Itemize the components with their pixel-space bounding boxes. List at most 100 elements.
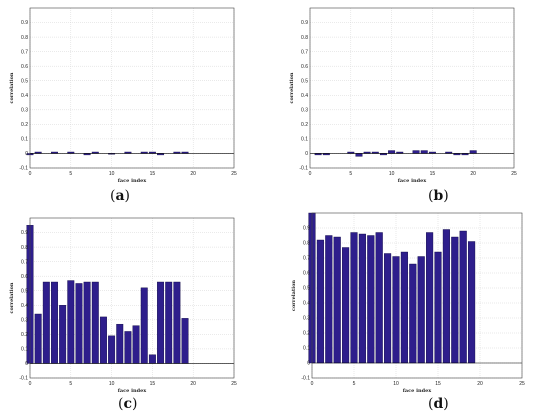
y-tick-label: 0.2 [21, 332, 28, 338]
bar [325, 235, 333, 364]
bar [434, 251, 442, 364]
x-tick-label: 25 [231, 171, 237, 177]
axes-frame [309, 7, 515, 169]
y-tick-label: -0.1 [301, 376, 310, 382]
y-tick-label: -0.1 [19, 376, 28, 382]
y-axis-label: correlation [289, 72, 295, 104]
y-tick-label: 0.6 [21, 64, 28, 70]
caption-d: (d) [428, 396, 449, 412]
bar [459, 230, 467, 364]
bar [83, 281, 91, 364]
y-tick-label: 0 [25, 361, 28, 367]
bar [392, 256, 400, 364]
bar [412, 150, 420, 154]
x-tick-label: 15 [150, 381, 156, 387]
y-tick-label: 0.8 [301, 35, 308, 41]
x-tick-label: 5 [353, 381, 356, 387]
x-tick-label: 20 [190, 171, 196, 177]
y-tick-label: -0.1 [19, 166, 28, 172]
bar [108, 335, 116, 364]
chart-panel-a: 0 5 10 15 20 25-0.100.10.20.30.40.50.60.70.80… [9, 7, 237, 184]
axes-frame [311, 212, 523, 379]
y-tick-label: 0.7 [303, 256, 310, 262]
y-tick-label: 0.9 [21, 20, 28, 26]
y-tick-label: 0.1 [21, 347, 28, 353]
y-tick-label: 0.5 [21, 288, 28, 294]
y-tick-label: 0.9 [301, 20, 308, 26]
bar [42, 281, 50, 364]
x-tick-label: 5 [349, 171, 352, 177]
bar [124, 331, 132, 364]
bar [165, 281, 173, 364]
y-axis-label: correlation [9, 282, 15, 314]
y-tick-label: 0 [307, 361, 310, 367]
x-axis-label: face index [118, 388, 148, 394]
bar [181, 318, 189, 364]
bar [157, 281, 165, 364]
y-tick-label: 0 [25, 151, 28, 157]
chart-panel-c: 0 5 10 15 20 25-0.100.10.20.30.40.50.60.70.80… [9, 217, 237, 394]
x-tick-label: 5 [69, 171, 72, 177]
plot-area [30, 8, 234, 168]
y-tick-label: 0.2 [303, 331, 310, 337]
y-tick-label: 0.8 [21, 35, 28, 41]
bar [350, 232, 358, 364]
x-tick-label: 20 [470, 171, 476, 177]
x-tick-label: 5 [69, 381, 72, 387]
chart-panel-b: 0 5 10 15 20 25-0.100.10.20.30.40.50.60.70.80… [289, 7, 517, 184]
x-tick-label: 20 [477, 381, 483, 387]
y-tick-label: 0.3 [21, 318, 28, 324]
bar [99, 316, 107, 364]
y-tick-label: 0.4 [21, 303, 28, 309]
bar [67, 280, 75, 364]
x-tick-label: 0 [29, 381, 32, 387]
bar [469, 150, 477, 154]
y-tick-label: 0.3 [303, 316, 310, 322]
x-axis-label: face index [118, 178, 148, 184]
chart-panel-d: 0 5 10 15 20 25-0.100.10.20.30.40.50.60.70.80… [291, 212, 525, 394]
y-tick-label: 0.5 [301, 78, 308, 84]
bar [442, 229, 450, 364]
bar [75, 283, 83, 364]
bar [91, 281, 99, 364]
bar [140, 287, 148, 364]
y-tick-label: 0.1 [303, 346, 310, 352]
y-tick-label: 0 [305, 151, 308, 157]
plot-area [310, 8, 514, 168]
bar [358, 233, 366, 364]
bar [417, 256, 425, 364]
y-tick-label: 0.7 [21, 259, 28, 265]
x-tick-label: 25 [231, 381, 237, 387]
bar [375, 232, 383, 364]
x-axis-label: face index [403, 388, 433, 394]
bar [342, 247, 350, 364]
y-tick-label: 0.3 [21, 108, 28, 114]
y-tick-label: 0.2 [21, 122, 28, 128]
bar [59, 305, 67, 364]
x-tick-label: 15 [430, 171, 436, 177]
bar [34, 313, 42, 364]
bar [420, 150, 428, 154]
bar [451, 236, 459, 364]
y-tick-label: 0.1 [301, 137, 308, 143]
bar [316, 239, 324, 364]
y-axis-label: correlation [9, 72, 15, 104]
axes-frame [29, 217, 235, 379]
y-tick-label: 0.8 [21, 245, 28, 251]
x-tick-label: 25 [511, 171, 517, 177]
x-tick-label: 10 [109, 171, 115, 177]
y-tick-label: 0.6 [21, 274, 28, 280]
caption-a: (a) [110, 188, 131, 204]
x-tick-label: 10 [109, 381, 115, 387]
bar [388, 150, 396, 154]
y-tick-label: 0.9 [303, 226, 310, 232]
bar [367, 235, 375, 364]
y-tick-label: 0.4 [303, 301, 310, 307]
x-tick-label: 0 [309, 171, 312, 177]
y-tick-label: 0.3 [301, 108, 308, 114]
y-tick-label: 0.7 [301, 49, 308, 55]
y-tick-label: 0.4 [21, 93, 28, 99]
x-tick-label: 25 [519, 381, 525, 387]
bar [333, 236, 341, 364]
bar [355, 153, 363, 157]
